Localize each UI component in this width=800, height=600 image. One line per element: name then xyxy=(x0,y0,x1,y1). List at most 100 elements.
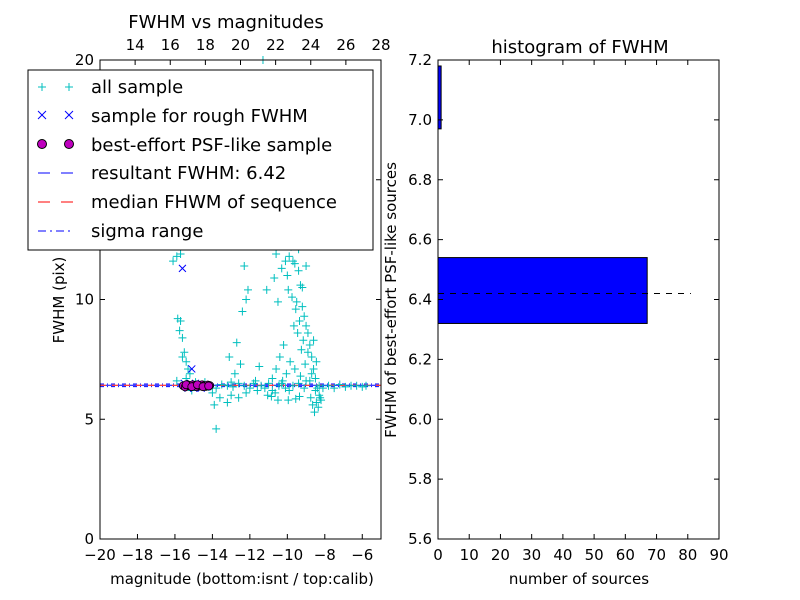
top-x-tick-label: 20 xyxy=(231,36,250,54)
x-tick-label: 90 xyxy=(709,546,728,564)
top-x-tick-label: 22 xyxy=(266,36,285,54)
all-sample-point xyxy=(212,384,221,393)
all-sample-point xyxy=(182,357,191,366)
x-tick-label: −16 xyxy=(159,546,191,564)
all-sample-point xyxy=(311,386,320,395)
all-sample-point xyxy=(243,285,252,294)
legend-label: sigma range xyxy=(91,221,203,242)
top-x-tick-label: 28 xyxy=(371,36,390,54)
histogram-xlabel: number of sources xyxy=(509,570,649,588)
y-tick-label: 5 xyxy=(84,410,94,428)
histogram-ylabel: FWHM of best-effort PSF-like sources xyxy=(382,162,400,438)
histogram-ticks: 0 10 20 30 40 50 60 70 80 90 5.6 5.8 6.0 6.2 6.4 6.6 6.8… xyxy=(408,51,728,564)
all-sample-point xyxy=(282,369,291,378)
y-tick-label: 6.0 xyxy=(408,410,432,428)
all-sample-point xyxy=(180,348,189,357)
y-tick-label: 6.8 xyxy=(408,171,432,189)
y-tick-label: 6.2 xyxy=(408,350,432,368)
x-tick-label: 80 xyxy=(678,546,697,564)
legend-label: best-effort PSF-like sample xyxy=(91,135,332,156)
x-tick-label: −14 xyxy=(197,546,229,564)
legend-marker-plus-icon xyxy=(38,83,73,91)
all-sample-point xyxy=(318,384,327,393)
all-sample-point xyxy=(267,392,276,401)
all-sample-point xyxy=(223,381,232,390)
all-sample-point xyxy=(341,382,350,391)
top-x-tick-label: 18 xyxy=(196,36,215,54)
all-sample-point xyxy=(291,305,300,314)
y-tick-label: 6.4 xyxy=(408,291,432,309)
all-sample-point xyxy=(264,379,273,388)
x-tick-label: 10 xyxy=(460,546,479,564)
all-sample-point xyxy=(286,357,295,366)
all-sample-point xyxy=(307,352,316,361)
all-sample-point xyxy=(240,381,249,390)
all-sample-point xyxy=(306,393,315,402)
all-sample-point xyxy=(298,302,307,311)
histogram-bar xyxy=(437,257,648,324)
all-sample-point xyxy=(290,259,299,268)
all-sample-point xyxy=(175,326,184,335)
all-sample-point xyxy=(272,249,281,258)
histogram-plot: 0 10 20 30 40 50 60 70 80 90 5.6 5.8 6.0 6.2 6.4 6.6 6.8… xyxy=(382,37,729,588)
scatter-title: FWHM vs magnitudes xyxy=(128,12,323,33)
x-tick-label: 0 xyxy=(433,546,443,564)
y-tick-label: 7.0 xyxy=(408,111,432,129)
top-x-tick-label: 26 xyxy=(336,36,355,54)
all-sample-point xyxy=(309,336,318,345)
all-sample-point xyxy=(270,273,279,282)
legend-entry-rough-sample: sample for rough FWHM xyxy=(37,106,308,127)
legend-entry-resultant-fwhm: resultant FWHM: 6.42 xyxy=(38,163,286,184)
legend-label: median FHWM of sequence xyxy=(91,192,337,213)
all-sample-point xyxy=(178,352,187,361)
x-tick-label: −18 xyxy=(122,546,154,564)
all-sample-point xyxy=(284,285,293,294)
y-tick-label: 20 xyxy=(75,51,94,69)
all-sample-point xyxy=(225,352,234,361)
all-sample-point xyxy=(288,381,297,390)
all-sample-point xyxy=(184,364,193,373)
scatter-ylabel: FWHM (pix) xyxy=(50,257,68,344)
all-sample-point xyxy=(301,360,310,369)
histogram-data-layer xyxy=(437,65,691,324)
all-sample-point xyxy=(273,396,282,405)
all-sample-point xyxy=(294,379,303,388)
histogram-title: histogram of FWHM xyxy=(491,37,668,58)
all-sample-point xyxy=(176,317,185,326)
legend-entry-all-sample: all sample xyxy=(38,77,183,98)
all-sample-point xyxy=(324,381,333,390)
rough-sample-point xyxy=(178,264,187,273)
all-sample-point xyxy=(253,386,262,395)
legend-marker-circle-icon xyxy=(37,139,74,149)
all-sample-point xyxy=(316,393,325,402)
all-sample-point xyxy=(310,408,319,417)
x-tick-label: 20 xyxy=(491,546,510,564)
x-tick-label: −10 xyxy=(272,546,304,564)
all-sample-point xyxy=(236,360,245,369)
y-tick-label: 5.6 xyxy=(408,530,432,548)
all-sample-point xyxy=(281,384,290,393)
all-sample-point xyxy=(335,380,344,389)
legend-label: sample for rough FWHM xyxy=(91,106,308,127)
all-sample-point xyxy=(234,379,243,388)
y-tick-label: 7.2 xyxy=(408,51,432,69)
all-sample-point xyxy=(242,388,251,397)
all-sample-point xyxy=(223,398,232,407)
all-sample-point xyxy=(178,333,187,342)
legend-entry-sigma-range: sigma range xyxy=(38,221,203,242)
all-sample-point xyxy=(277,379,286,388)
scatter-legend: all sample sample for rough FWHM best-ef… xyxy=(27,69,374,251)
all-sample-point xyxy=(285,252,294,261)
all-sample-point xyxy=(242,295,251,304)
all-sample-point xyxy=(302,376,311,385)
all-sample-point xyxy=(281,257,290,266)
scatter-plot: −20 −18 −16 −14 −12 −10 −8 −6 14 16 18 20 22 24 26 28 0 5… xyxy=(27,12,391,588)
top-x-tick-label: 24 xyxy=(301,36,320,54)
all-sample-point xyxy=(307,369,316,378)
x-tick-label: 50 xyxy=(585,546,604,564)
all-sample-point xyxy=(232,338,241,347)
all-sample-point xyxy=(210,400,219,409)
legend-label: resultant FWHM: 6.42 xyxy=(91,163,286,184)
all-sample-point xyxy=(251,376,260,385)
all-sample-point xyxy=(238,307,247,316)
